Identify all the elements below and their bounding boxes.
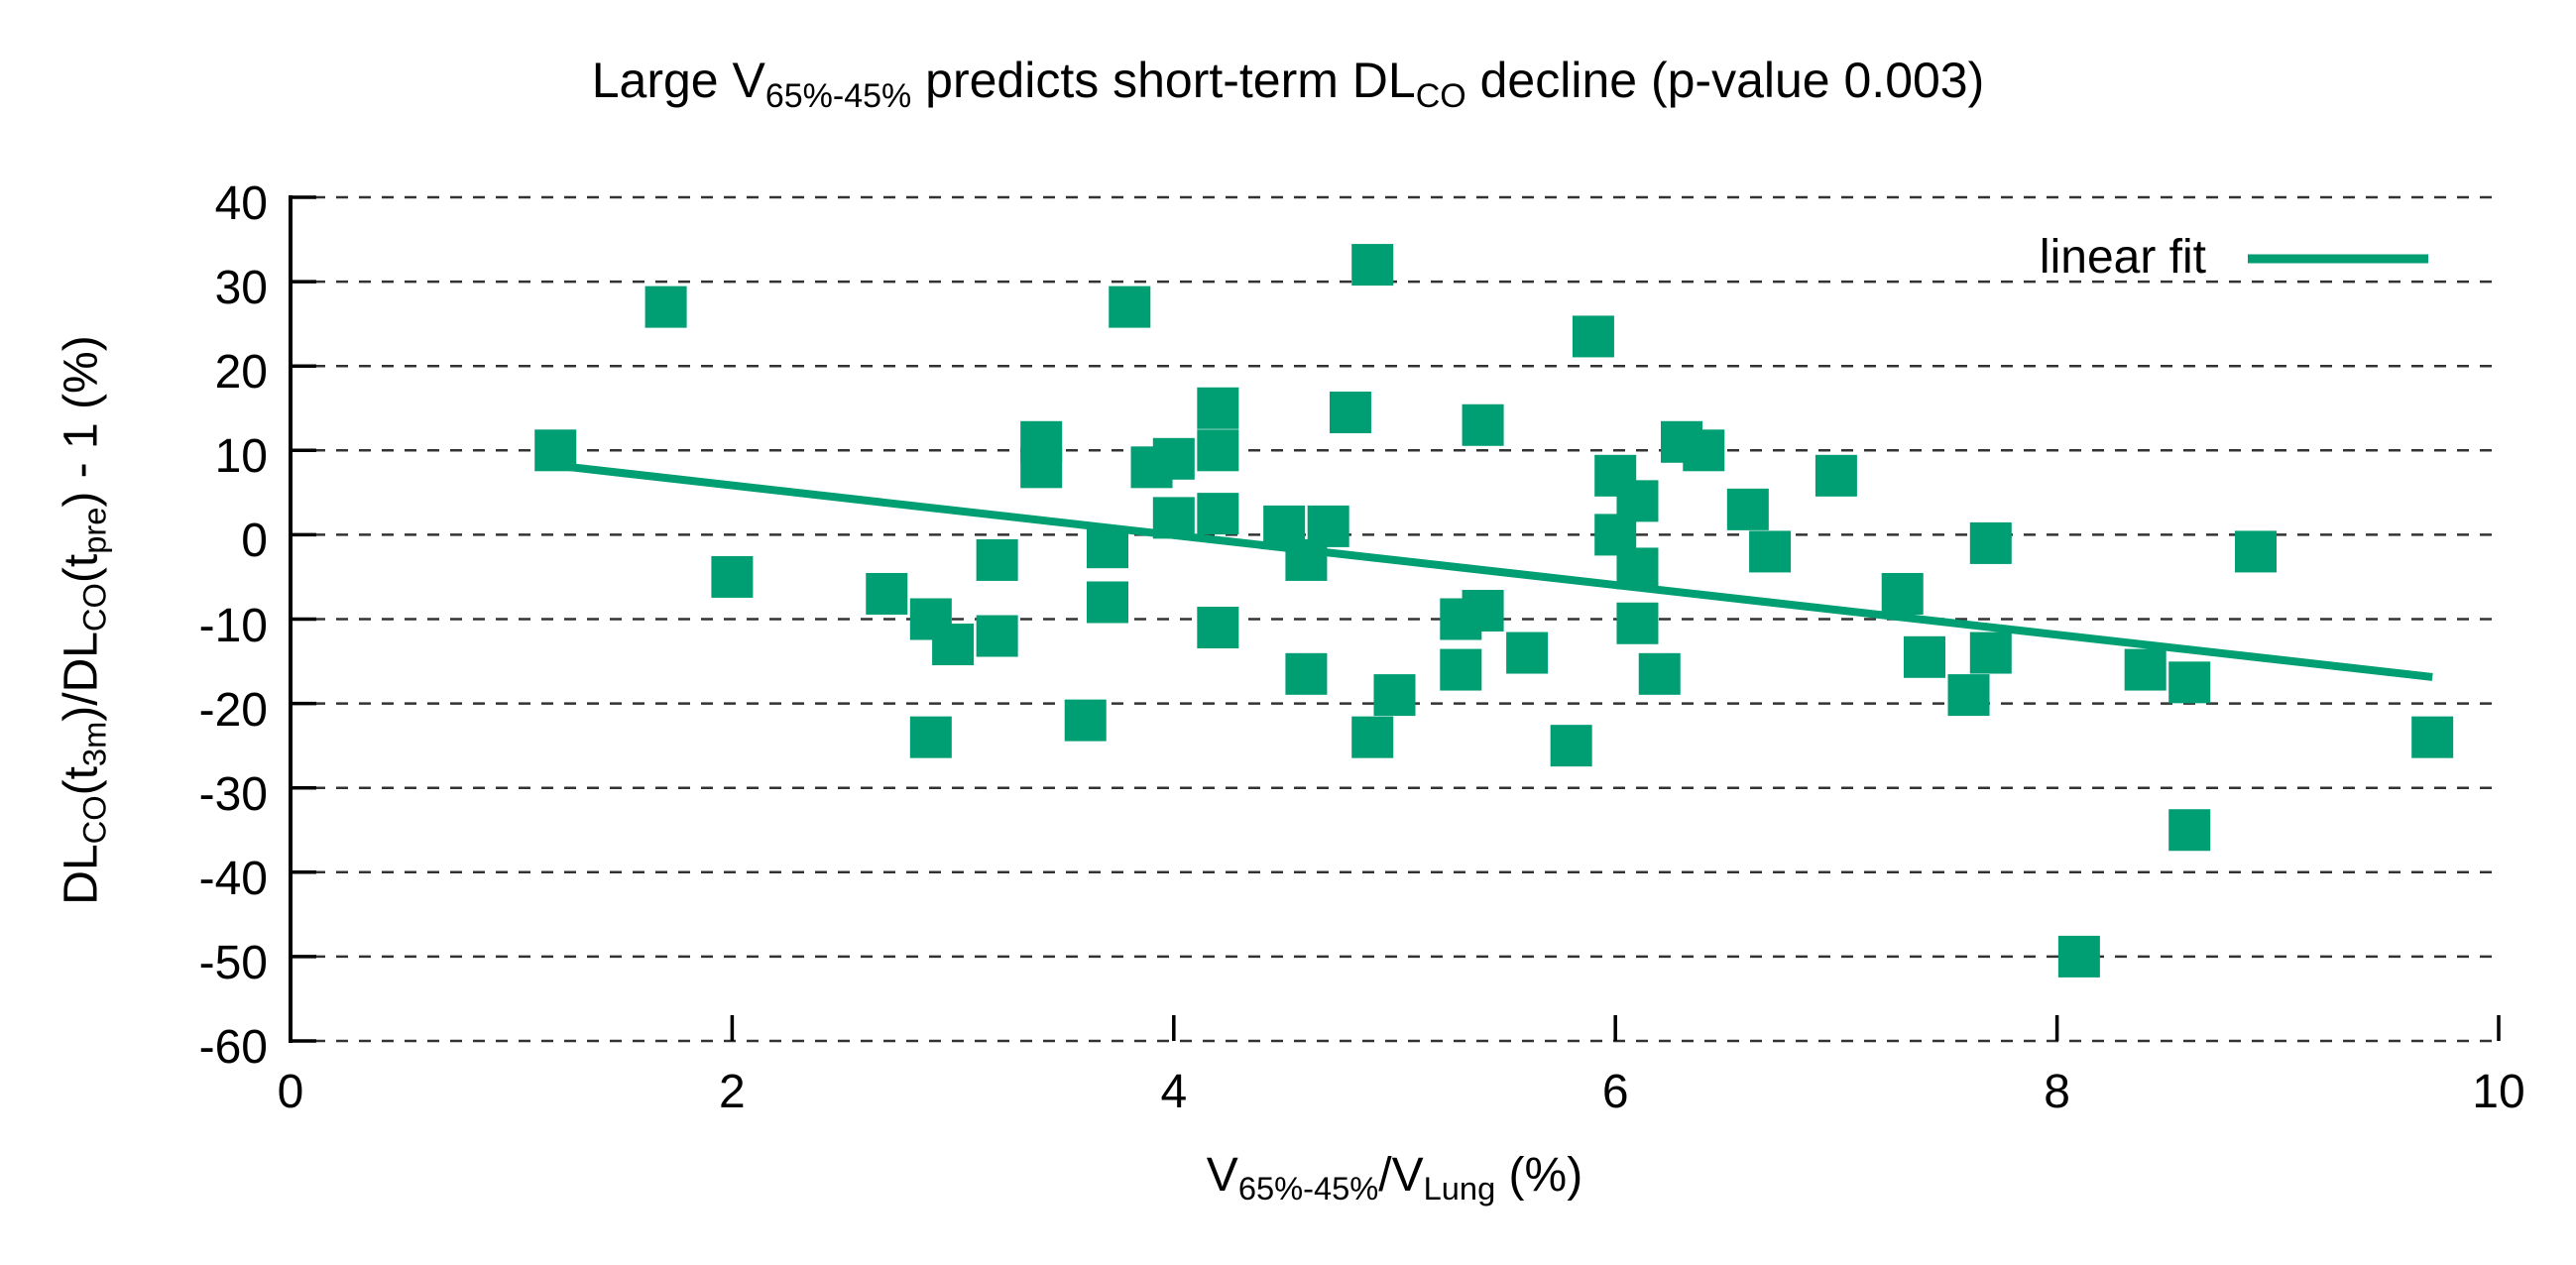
data-point	[1462, 589, 1504, 632]
y-tick-label: 10	[214, 430, 268, 484]
y-tick-label: -30	[198, 767, 268, 821]
data-point	[1064, 699, 1107, 742]
data-point	[909, 716, 952, 758]
data-point	[1572, 315, 1614, 358]
data-point	[1086, 581, 1128, 624]
data-point	[1683, 429, 1725, 472]
data-point	[1550, 725, 1592, 767]
data-point	[1197, 607, 1239, 649]
y-tick-label: 20	[214, 346, 268, 400]
y-tick-label: 40	[214, 177, 268, 230]
x-tick-label: 6	[1601, 1066, 1629, 1118]
y-tick-label: 0	[241, 515, 268, 568]
data-point	[1506, 632, 1549, 674]
x-tick-label: 2	[719, 1066, 746, 1118]
y-tick-label: -20	[198, 683, 268, 737]
data-point	[976, 615, 1018, 657]
y-tick-label: -50	[198, 936, 268, 989]
y-tick-label: -60	[198, 1021, 268, 1074]
x-axis-label: V65%-45%/VLung (%)	[1206, 1149, 1583, 1208]
data-point	[1020, 446, 1063, 489]
data-point	[1881, 572, 1924, 615]
data-point	[1351, 716, 1394, 758]
data-point	[644, 286, 687, 328]
data-point	[1329, 392, 1371, 434]
x-tick-label: 8	[2044, 1066, 2070, 1118]
x-tick-label: 4	[1160, 1066, 1188, 1118]
data-point	[1307, 505, 1349, 547]
linear-fit-line	[554, 461, 2433, 681]
data-point	[711, 555, 754, 598]
data-point	[1726, 488, 1769, 530]
data-point	[1903, 635, 1945, 678]
data-point	[1947, 674, 1990, 717]
data-point	[866, 572, 908, 615]
data-point	[1440, 648, 1482, 691]
y-tick-label: -10	[198, 599, 268, 652]
data-point	[1197, 493, 1239, 535]
data-point	[1373, 674, 1416, 717]
data-point	[976, 538, 1018, 581]
data-point	[2411, 716, 2454, 758]
x-tick-label: 10	[2472, 1066, 2525, 1118]
chart-title: Large V65%-45% predicts short-term DLCO …	[591, 53, 1985, 115]
y-tick-label: -40	[198, 852, 268, 905]
data-point	[1638, 652, 1681, 695]
data-point	[1086, 526, 1128, 569]
data-point	[1197, 429, 1239, 472]
data-point	[1815, 454, 1857, 497]
data-point	[2124, 648, 2166, 691]
x-tick-label: 0	[277, 1066, 304, 1118]
data-point	[1351, 244, 1394, 287]
data-point	[2168, 661, 2211, 704]
data-point	[1749, 530, 1792, 573]
data-point	[1285, 652, 1328, 695]
data-point	[2235, 530, 2278, 573]
data-point	[1616, 480, 1659, 522]
data-point	[1616, 602, 1659, 644]
data-point	[1969, 521, 2012, 564]
y-tick-label: 30	[214, 262, 268, 315]
data-point	[1462, 403, 1504, 446]
data-point	[2057, 935, 2100, 978]
data-point	[1152, 437, 1195, 480]
data-point	[2168, 809, 2211, 852]
data-point	[932, 624, 975, 666]
data-point	[1109, 286, 1151, 328]
data-point	[1969, 632, 2012, 674]
legend-label: linear fit	[2039, 231, 2206, 284]
data-point	[1197, 387, 1239, 429]
